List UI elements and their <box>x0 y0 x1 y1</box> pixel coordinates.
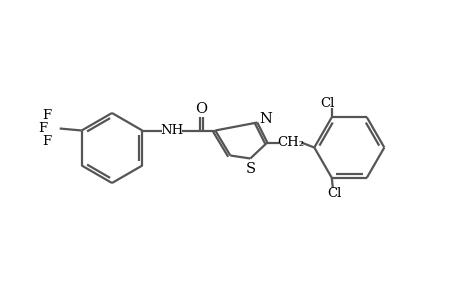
Text: N: N <box>258 112 271 125</box>
Text: CH₂: CH₂ <box>277 136 304 149</box>
Text: F: F <box>42 135 51 148</box>
Text: Cl: Cl <box>327 187 341 200</box>
Text: NH: NH <box>160 124 184 137</box>
Text: Cl: Cl <box>320 97 334 110</box>
Text: S: S <box>246 161 256 176</box>
Text: O: O <box>195 101 207 116</box>
Text: F: F <box>42 109 51 122</box>
Text: F: F <box>38 122 47 135</box>
